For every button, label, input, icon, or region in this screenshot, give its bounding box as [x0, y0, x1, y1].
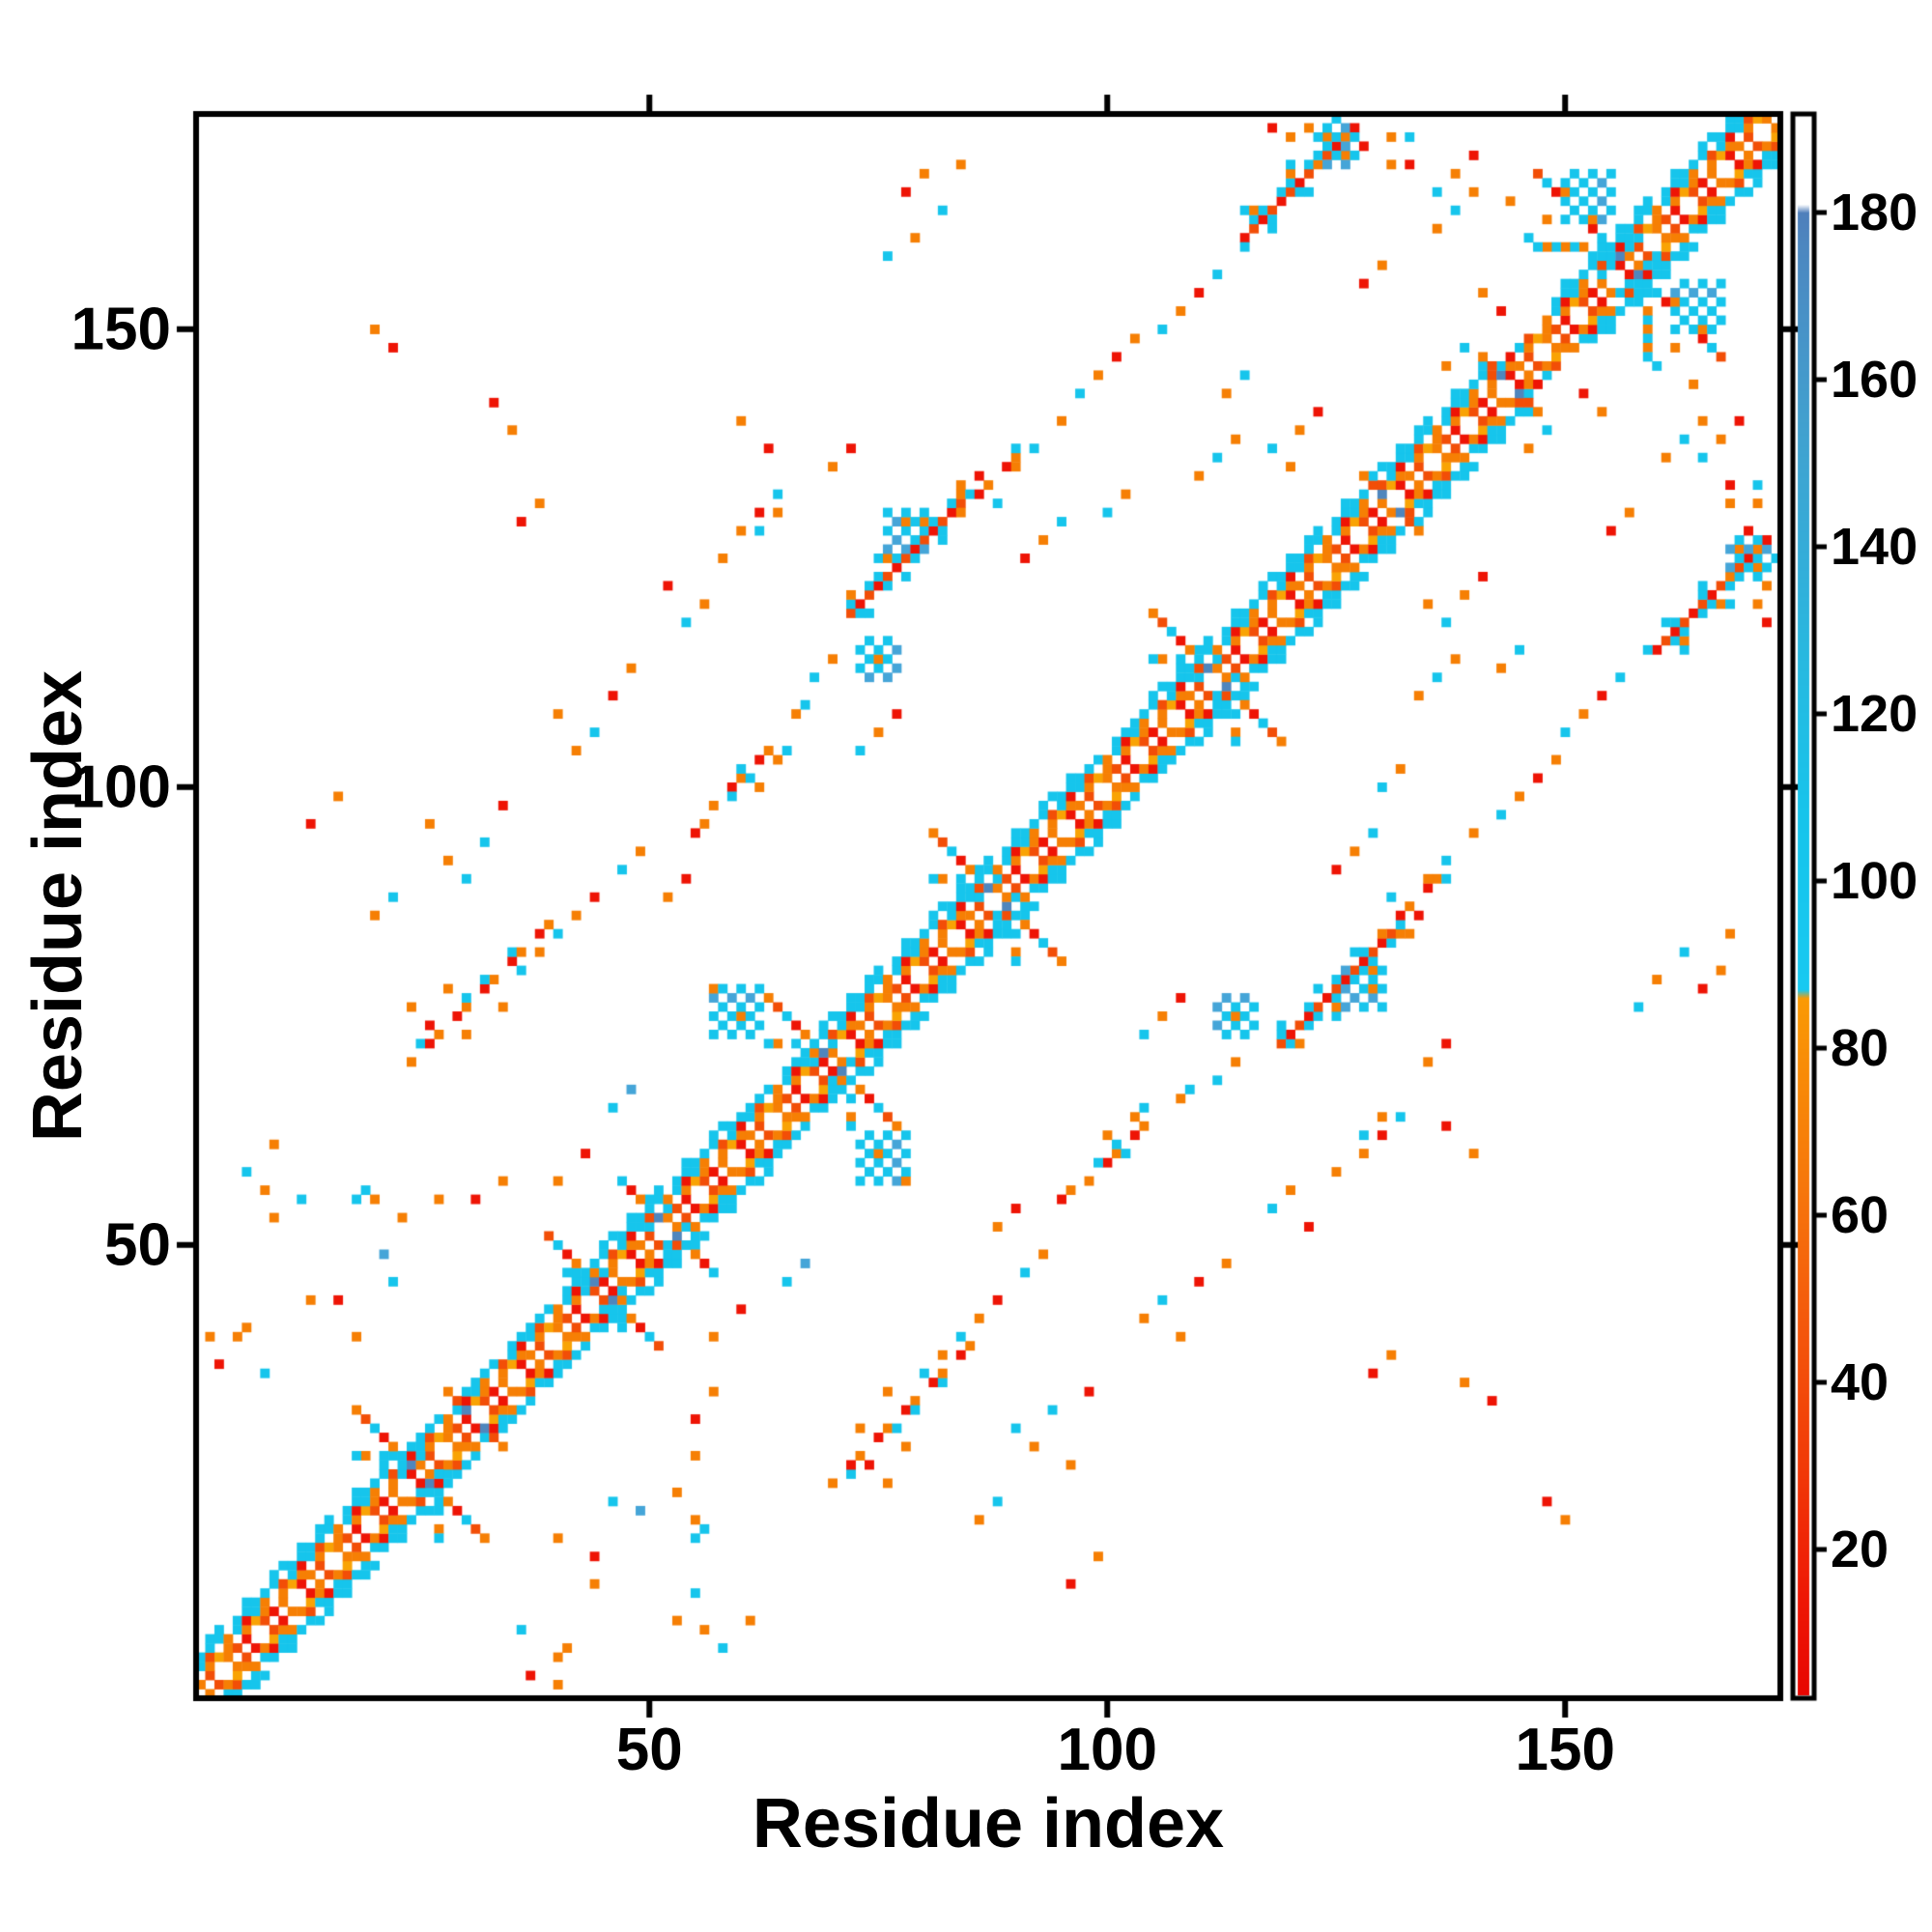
colorbar-tick-label-20: 20 [1831, 1520, 1889, 1578]
x-tick-label-100: 100 [1057, 1717, 1157, 1783]
colorbar-tick-label-100: 100 [1831, 852, 1918, 910]
y-axis-title: Residue index [19, 669, 97, 1143]
x-tick-label-150: 150 [1515, 1717, 1615, 1783]
colorbar-tick-label-60: 60 [1831, 1186, 1889, 1244]
y-tick-label-50: 50 [104, 1211, 171, 1279]
colorbar-tick-label-40: 40 [1831, 1353, 1889, 1411]
y-tick-label-100: 100 [71, 753, 171, 821]
colorbar-tick-label-160: 160 [1831, 351, 1918, 409]
x-axis-title: Residue index [752, 1785, 1225, 1862]
y-tick-label-150: 150 [71, 296, 171, 363]
colorbar-tick-label-140: 140 [1831, 518, 1918, 576]
x-tick-label-50: 50 [615, 1717, 683, 1783]
colorbar-tick-label-180: 180 [1831, 184, 1918, 242]
colorbar-tick-label-80: 80 [1831, 1019, 1889, 1077]
colorbar-tick-label-120: 120 [1831, 685, 1918, 743]
